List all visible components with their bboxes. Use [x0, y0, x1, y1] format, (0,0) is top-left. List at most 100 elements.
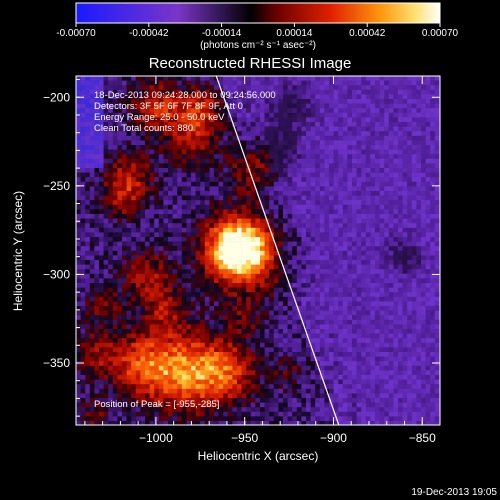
- heatmap-cell: [140, 177, 146, 183]
- heatmap-cell: [347, 315, 353, 321]
- heatmap-cell: [283, 255, 288, 261]
- heatmap-cell: [283, 342, 288, 348]
- heatmap-cell: [260, 227, 265, 233]
- heatmap-cell: [135, 168, 141, 173]
- heatmap-cell: [407, 333, 413, 339]
- heatmap-cell: [218, 140, 224, 146]
- heatmap-cell: [416, 241, 422, 247]
- heatmap-cell: [375, 306, 380, 311]
- heatmap-cell: [361, 200, 367, 206]
- heatmap-cell: [384, 296, 390, 302]
- heatmap-cell: [76, 108, 81, 114]
- heatmap-cell: [361, 223, 367, 229]
- heatmap-cell: [407, 145, 413, 150]
- heatmap-cell: [112, 287, 118, 293]
- heatmap-cell: [227, 356, 233, 362]
- heatmap-cell: [301, 292, 307, 298]
- heatmap-cell: [421, 310, 426, 316]
- heatmap-cell: [352, 269, 357, 275]
- heatmap-cell: [416, 301, 422, 307]
- heatmap-cell: [306, 342, 311, 348]
- heatmap-cell: [177, 108, 183, 114]
- heatmap-cell: [214, 250, 219, 256]
- heatmap-cell: [393, 324, 399, 330]
- heatmap-cell: [209, 296, 215, 302]
- heatmap-cell: [204, 89, 210, 95]
- heatmap-cell: [158, 273, 164, 279]
- heatmap-cell: [310, 287, 316, 293]
- heatmap-cell: [407, 260, 413, 265]
- heatmap-cell: [283, 103, 288, 109]
- heatmap-cell: [163, 283, 169, 288]
- heatmap-cell: [352, 338, 357, 344]
- heatmap-cell: [365, 306, 371, 311]
- heatmap-cell: [269, 177, 275, 183]
- heatmap-cell: [425, 145, 431, 150]
- heatmap-cell: [200, 315, 206, 321]
- heatmap-cell: [333, 154, 339, 160]
- heatmap-cell: [246, 168, 252, 173]
- heatmap-cell: [227, 232, 233, 238]
- heatmap-cell: [85, 296, 91, 302]
- heatmap-cell: [407, 163, 413, 169]
- heatmap-cell: [255, 342, 261, 348]
- heatmap-cell: [306, 172, 311, 178]
- heatmap-cell: [425, 103, 431, 109]
- heatmap-cell: [103, 145, 109, 150]
- heatmap-cell: [200, 278, 206, 284]
- heatmap-cell: [168, 223, 173, 229]
- heatmap-cell: [278, 283, 284, 288]
- heatmap-cell: [347, 329, 353, 334]
- heatmap-cell: [370, 122, 376, 127]
- heatmap-cell: [214, 117, 219, 123]
- heatmap-cell: [306, 324, 311, 330]
- heatmap-cell: [260, 158, 265, 164]
- heatmap-cell: [149, 131, 155, 137]
- heatmap-cell: [388, 269, 394, 275]
- heatmap-cell: [158, 80, 164, 86]
- heatmap-cell: [112, 191, 118, 196]
- heatmap-cell: [329, 94, 334, 100]
- heatmap-cell: [292, 333, 298, 339]
- heatmap-cell: [269, 112, 275, 118]
- heatmap-cell: [379, 163, 385, 169]
- heatmap-cell: [158, 204, 164, 210]
- heatmap: [76, 76, 440, 425]
- heatmap-cell: [255, 112, 261, 118]
- heatmap-cell: [135, 191, 141, 196]
- heatmap-cell: [200, 163, 206, 169]
- heatmap-cell: [195, 191, 201, 196]
- heatmap-cell: [168, 352, 173, 357]
- heatmap-cell: [306, 117, 311, 123]
- heatmap-cell: [191, 85, 196, 91]
- heatmap-cell: [370, 200, 376, 206]
- heatmap-cell: [232, 310, 238, 316]
- heatmap-cell: [375, 140, 380, 146]
- heatmap-cell: [416, 140, 422, 146]
- heatmap-cell: [131, 315, 137, 321]
- heatmap-cell: [310, 296, 316, 302]
- heatmap-cell: [227, 80, 233, 86]
- heatmap-cell: [375, 80, 380, 86]
- heatmap-cell: [223, 342, 229, 348]
- heatmap-cell: [172, 168, 178, 173]
- heatmap-cell: [421, 260, 426, 265]
- heatmap-cell: [145, 250, 150, 256]
- heatmap-cell: [246, 214, 252, 219]
- heatmap-cell: [250, 223, 256, 229]
- heatmap-cell: [99, 269, 104, 275]
- heatmap-cell: [99, 204, 104, 210]
- heatmap-cell: [158, 99, 164, 104]
- heatmap-cell: [425, 94, 431, 100]
- heatmap-cell: [278, 324, 284, 330]
- heatmap-cell: [384, 122, 390, 127]
- heatmap-cell: [434, 80, 440, 86]
- heatmap-cell: [80, 223, 86, 229]
- heatmap-cell: [209, 195, 215, 201]
- heatmap-cell: [273, 237, 279, 242]
- heatmap-cell: [352, 352, 357, 357]
- heatmap-cell: [149, 278, 155, 284]
- heatmap-cell: [393, 177, 399, 183]
- heatmap-cell: [356, 112, 362, 118]
- heatmap-cell: [163, 204, 169, 210]
